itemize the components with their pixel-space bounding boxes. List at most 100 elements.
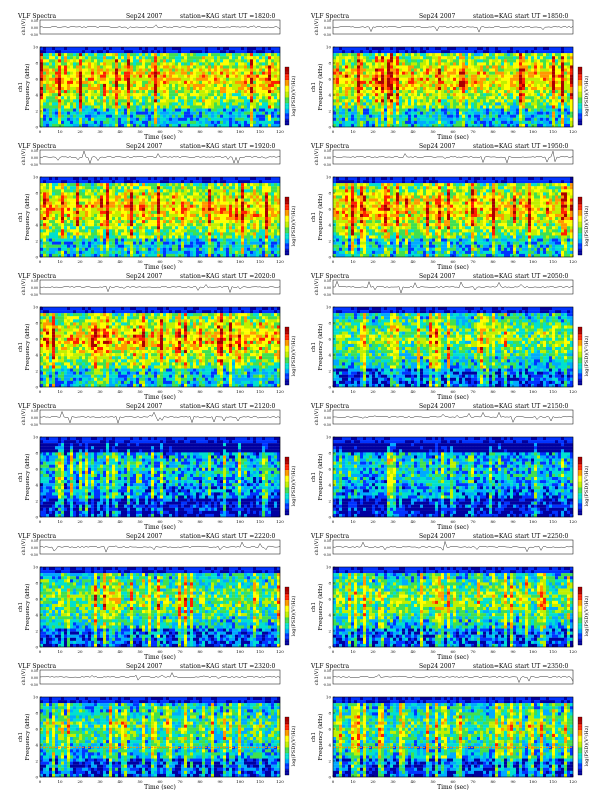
y-tick-label: 4 xyxy=(328,353,331,358)
panel-start-ut: start UT =2350:0 xyxy=(515,663,569,670)
panel-start-ut: start UT =2250:0 xyxy=(515,533,569,540)
waveform-tick-label: -0.50 xyxy=(30,163,38,167)
x-tick-label: 30 xyxy=(97,129,103,134)
y-axis-label: Frequency (kHz) xyxy=(317,584,324,631)
x-tick-label: 90 xyxy=(217,259,223,264)
waveform-tick-label: 0.00 xyxy=(324,416,331,420)
y-tick-label: 2 xyxy=(35,369,38,374)
waveform-axis-label: ch1(V) xyxy=(20,279,27,296)
x-tick-label: 30 xyxy=(97,389,103,394)
y-tick-label: 10 xyxy=(33,695,39,700)
y-tick-label: 8 xyxy=(328,61,331,66)
panel-start-ut: start UT =2020:0 xyxy=(222,273,276,280)
x-tick-label: 80 xyxy=(197,519,203,524)
x-tick-label: 120 xyxy=(569,259,577,264)
colorbar xyxy=(578,587,582,645)
channel-label: ch1 xyxy=(311,472,317,482)
waveform-tick-label: -0.50 xyxy=(323,293,331,297)
x-tick-label: 120 xyxy=(276,649,284,654)
x-tick-label: 120 xyxy=(569,649,577,654)
waveform-tick-label: -0.50 xyxy=(323,553,331,557)
waveform-tick-label: -0.50 xyxy=(323,423,331,427)
y-tick-label: 10 xyxy=(326,695,332,700)
y-tick-label: 4 xyxy=(328,613,331,618)
spectrogram-cells xyxy=(40,177,280,257)
waveform-tick-label: 0.00 xyxy=(31,416,38,420)
x-tick-label: 110 xyxy=(549,389,557,394)
y-tick-label: 2 xyxy=(35,109,38,114)
x-tick-label: 0 xyxy=(39,259,42,264)
panel-date: Sep24 2007 xyxy=(126,533,162,540)
colorbar-label: log(PSD)(V²/Hz) xyxy=(583,466,590,507)
panel-station: station=KAG xyxy=(180,13,219,20)
x-tick-label: 30 xyxy=(390,129,396,134)
y-tick-label: 2 xyxy=(328,239,331,244)
x-tick-label: 40 xyxy=(117,649,123,654)
y-tick-label: 2 xyxy=(328,369,331,374)
x-tick-label: 80 xyxy=(197,129,203,134)
panel-start-ut: start UT =1850:0 xyxy=(515,13,569,20)
x-tick-label: 0 xyxy=(332,389,335,394)
colorbar xyxy=(285,67,289,125)
y-tick-label: 4 xyxy=(328,223,331,228)
waveform-tick-label: 0.50 xyxy=(324,669,331,673)
x-tick-label: 110 xyxy=(549,129,557,134)
x-tick-label: 50 xyxy=(137,129,143,134)
colorbar-label: log(PSD)(V²/Hz) xyxy=(583,76,590,117)
x-tick-label: 20 xyxy=(370,649,376,654)
waveform-tick-label: 0.50 xyxy=(324,149,331,153)
panel-date: Sep24 2007 xyxy=(126,273,162,280)
colorbar-label: log(PSD)(V²/Hz) xyxy=(290,726,297,767)
x-tick-label: 20 xyxy=(370,129,376,134)
y-axis-label: Frequency (kHz) xyxy=(24,454,31,501)
panel-station: station=KAG xyxy=(180,143,219,150)
x-tick-label: 20 xyxy=(77,389,83,394)
x-tick-label: 100 xyxy=(236,389,244,394)
x-tick-label: 110 xyxy=(549,519,557,524)
x-tick-label: 30 xyxy=(97,779,103,784)
y-tick-label: 4 xyxy=(35,483,38,488)
y-tick-label: 10 xyxy=(326,175,332,180)
x-tick-label: 40 xyxy=(117,389,123,394)
y-tick-label: 10 xyxy=(326,305,332,310)
y-tick-label: 8 xyxy=(35,61,38,66)
x-tick-label: 80 xyxy=(490,129,496,134)
y-tick-label: 6 xyxy=(35,467,38,472)
x-tick-label: 70 xyxy=(470,649,476,654)
channel-label: ch1 xyxy=(18,82,24,92)
colorbar xyxy=(285,457,289,515)
x-tick-label: 110 xyxy=(256,389,264,394)
panel-start-ut: start UT =1950:0 xyxy=(515,143,569,150)
x-tick-label: 20 xyxy=(370,779,376,784)
x-tick-label: 0 xyxy=(332,519,335,524)
y-axis-label: Frequency (kHz) xyxy=(317,454,324,501)
channel-label: ch1 xyxy=(311,342,317,352)
x-tick-label: 90 xyxy=(510,519,516,524)
x-tick-label: 10 xyxy=(350,129,356,134)
channel-label: ch1 xyxy=(311,212,317,222)
x-tick-label: 70 xyxy=(177,649,183,654)
x-tick-label: 90 xyxy=(510,649,516,654)
x-tick-label: 70 xyxy=(177,519,183,524)
waveform-tick-label: 0.50 xyxy=(324,279,331,283)
y-tick-label: 8 xyxy=(328,581,331,586)
x-axis-label: Time (sec) xyxy=(437,134,469,141)
x-tick-label: 30 xyxy=(390,389,396,394)
x-tick-label: 110 xyxy=(256,259,264,264)
x-tick-label: 50 xyxy=(137,259,143,264)
colorbar xyxy=(285,587,289,645)
x-tick-label: 70 xyxy=(177,779,183,784)
x-tick-label: 30 xyxy=(97,259,103,264)
y-tick-label: 6 xyxy=(35,727,38,732)
waveform-tick-label: -0.50 xyxy=(30,33,38,37)
y-tick-label: 8 xyxy=(35,581,38,586)
y-tick-label: 8 xyxy=(35,191,38,196)
x-tick-label: 110 xyxy=(549,779,557,784)
x-tick-label: 50 xyxy=(430,389,436,394)
y-tick-label: 6 xyxy=(328,337,331,342)
x-tick-label: 100 xyxy=(529,129,537,134)
x-axis-label: Time (sec) xyxy=(437,784,469,791)
